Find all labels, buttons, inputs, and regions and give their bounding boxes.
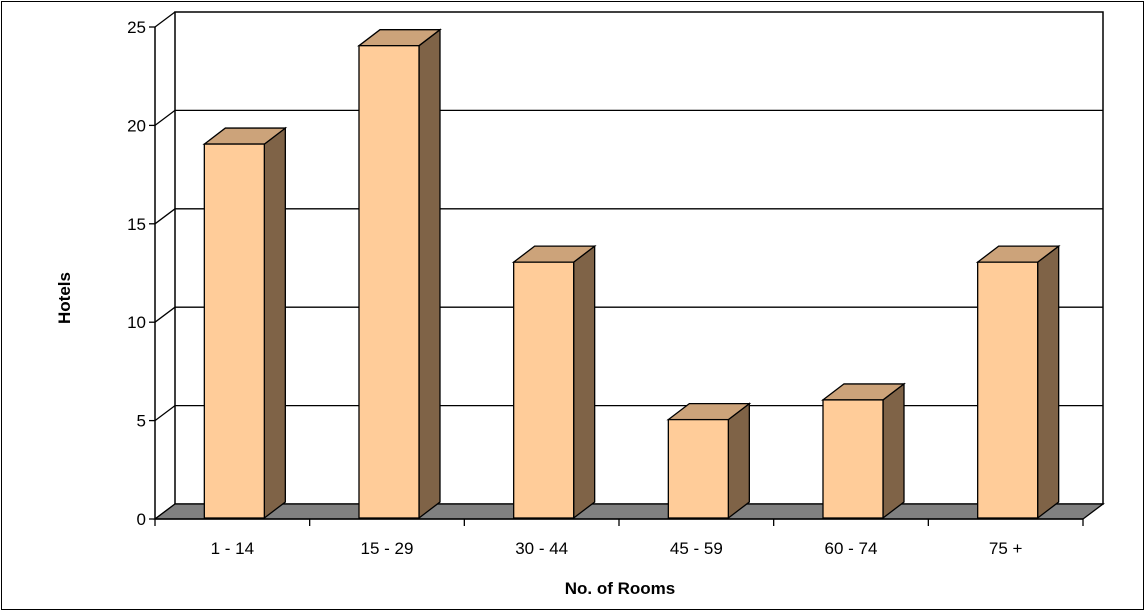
bar-front: [358, 45, 420, 519]
y-axis-title: Hotels: [55, 272, 74, 324]
y-tick-label: 15: [127, 215, 146, 234]
bar-front: [667, 418, 729, 519]
floor-plane: [153, 503, 1105, 520]
y-tick-label: 25: [127, 18, 146, 37]
bar-side: [263, 126, 286, 520]
bar: [511, 244, 597, 520]
bar-front: [977, 261, 1039, 519]
gridlines: [154, 11, 1104, 520]
bar: [821, 382, 906, 520]
bar: [202, 126, 288, 520]
bar-side: [418, 28, 441, 520]
bar-side: [727, 402, 750, 520]
bar-side: [882, 382, 905, 520]
gridline-side: [154, 11, 176, 28]
bar: [666, 402, 752, 520]
y-tick-label: 0: [137, 510, 146, 529]
axes: [149, 26, 1084, 526]
bar: [357, 28, 442, 520]
x-tick-label: 45 - 59: [670, 539, 723, 558]
x-tick-label: 30 - 44: [515, 539, 568, 558]
bar-front: [822, 399, 884, 519]
y-tick-label: 20: [127, 116, 146, 135]
x-axis-title: No. of Rooms: [565, 579, 676, 598]
x-tick-label: 60 - 74: [825, 539, 878, 558]
x-tick-label: 1 - 14: [211, 539, 254, 558]
bar: [975, 244, 1061, 520]
gridline-side: [154, 306, 176, 323]
bars: [202, 28, 1061, 520]
gridline-side: [154, 208, 176, 225]
bar-side: [573, 244, 596, 520]
tick-labels: 0 5 10 15 20 25 1 - 14 15 - 29 30 - 44 45 - 59 60 …: [127, 18, 1022, 558]
chart-floor: [153, 503, 1105, 520]
gridline-side: [154, 109, 176, 126]
y-tick-label: 10: [127, 313, 146, 332]
bar-side: [1037, 244, 1060, 520]
bar-front: [513, 261, 575, 519]
bar-front: [203, 143, 265, 519]
x-tick-label: 75 +: [989, 539, 1023, 558]
y-tick-label: 5: [137, 412, 146, 431]
back-wall: [174, 11, 1104, 505]
gridline-side: [154, 405, 176, 422]
x-tick-label: 15 - 29: [361, 539, 414, 558]
